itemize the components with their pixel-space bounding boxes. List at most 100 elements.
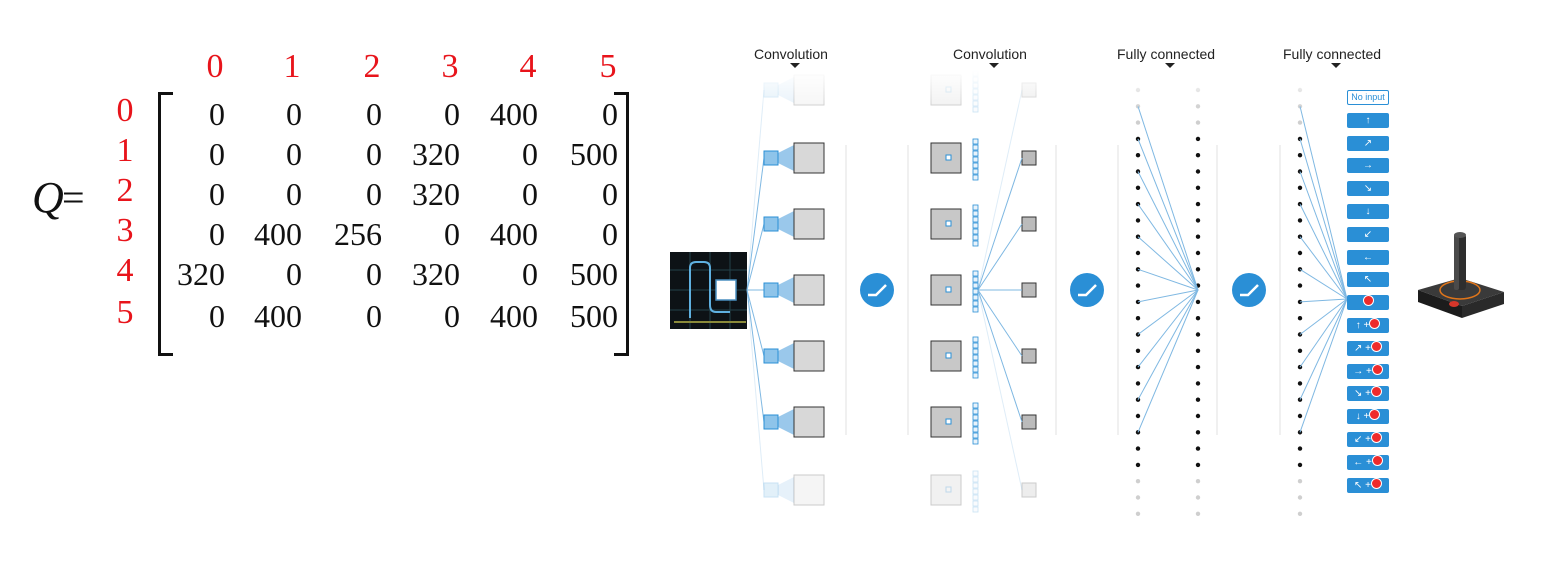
connection-line: [1299, 203, 1348, 300]
action-button[interactable]: ←: [1347, 249, 1389, 265]
connection-line: [1299, 298, 1348, 400]
neuron-dot: [1195, 169, 1201, 174]
action-button[interactable]: ← +: [1347, 454, 1389, 470]
action-button[interactable]: ↗ +: [1347, 340, 1389, 356]
filter-stack: [972, 494, 979, 501]
neuron-dot: [1135, 348, 1141, 353]
neuron-dot: [1195, 348, 1201, 353]
column-index: 3: [441, 48, 459, 85]
filter-stack: [972, 366, 979, 373]
column-index: 2: [363, 48, 381, 85]
action-button[interactable]: ↖ +: [1347, 477, 1389, 493]
action-label: ↖: [1363, 274, 1373, 286]
action-button[interactable]: ↙: [1347, 226, 1389, 242]
neuron-dot: [1297, 120, 1303, 125]
action-button[interactable]: ↗: [1347, 135, 1389, 151]
feature-map: [793, 406, 825, 438]
filter-stack: [972, 156, 979, 163]
filter-stack: [972, 138, 979, 145]
kernel-projection: [778, 477, 794, 503]
conv-output: [1021, 82, 1037, 98]
neuron-dot: [1297, 462, 1303, 468]
row-index: 1: [116, 132, 134, 169]
action-button[interactable]: ↖: [1347, 272, 1389, 288]
matrix-cell: 400: [490, 96, 538, 132]
neuron-dot: [1195, 234, 1201, 239]
filter-stack: [972, 426, 979, 433]
kernel-square: [945, 418, 952, 425]
action-button[interactable]: ↓: [1347, 204, 1389, 219]
matrix-cell: 0: [602, 216, 618, 252]
fire-button-icon: [1369, 318, 1381, 329]
neuron-dot: [1195, 136, 1201, 142]
matrix-cell: 0: [286, 96, 302, 132]
action-label: ↘: [1363, 183, 1373, 195]
filter-stack: [972, 234, 979, 241]
neuron-dot: [1195, 201, 1201, 207]
matrix-cell: 500: [570, 136, 618, 172]
filter-stack: [972, 360, 979, 367]
column-index: 1: [283, 48, 301, 85]
connection-line: [1137, 289, 1199, 433]
action-label: ↗ +: [1354, 342, 1371, 354]
neuron-dot: [1195, 479, 1201, 484]
feature-map: [793, 274, 825, 306]
kernel-square: [945, 486, 952, 493]
connection-line: [1299, 106, 1348, 300]
connection-line: [1299, 298, 1348, 368]
filter-stack: [972, 470, 979, 477]
fire-button-icon: [1371, 477, 1382, 489]
column-index: 4: [519, 48, 537, 85]
action-label: ↙ +: [1354, 434, 1371, 445]
conv-output: [1021, 348, 1037, 364]
action-button[interactable]: ↑ +: [1347, 318, 1389, 333]
action-button[interactable]: ↓ +: [1347, 409, 1389, 425]
matrix-cell: 0: [444, 298, 460, 334]
filter-stack: [972, 94, 979, 101]
action-button[interactable]: No input: [1347, 90, 1389, 105]
action-label: → +: [1353, 365, 1372, 377]
filter-stack: [972, 88, 979, 95]
filter-stack: [972, 82, 979, 89]
matrix-cell: 320: [177, 256, 225, 292]
matrix-cell: 256: [334, 216, 382, 252]
right-bracket: [614, 92, 629, 356]
action-button[interactable]: ↘: [1347, 181, 1389, 197]
kernel-projection: [778, 145, 794, 171]
filter-stack: [972, 204, 979, 211]
matrix-cell: 0: [366, 96, 382, 132]
filter-stack: [972, 420, 979, 427]
filter-stack: [972, 270, 979, 277]
action-button[interactable]: ↙ +: [1347, 432, 1389, 447]
filter-stack: [972, 294, 979, 301]
action-button[interactable]: ↑: [1347, 112, 1389, 128]
filter-stack: [972, 402, 979, 409]
neuron-dot: [1297, 316, 1303, 321]
neuron-dot: [1135, 381, 1141, 386]
connection-line: [1137, 203, 1199, 291]
action-button[interactable]: [1347, 295, 1389, 311]
filter-stack: [972, 222, 979, 229]
row-index: 4: [116, 252, 134, 289]
matrix-cell: 0: [209, 96, 225, 132]
matrix-cell: 0: [444, 216, 460, 252]
matrix-cell: 500: [570, 298, 618, 334]
action-button[interactable]: →: [1347, 158, 1389, 174]
neuron-dot: [1297, 283, 1303, 288]
neuron-dot: [1297, 87, 1303, 93]
filter-stack: [972, 500, 979, 507]
left-bracket: [158, 92, 173, 356]
filter-stack: [972, 488, 979, 495]
filter-stack: [972, 336, 979, 343]
network-graphic: [670, 70, 1504, 516]
connection-line: [1137, 289, 1199, 400]
filter-stack: [972, 482, 979, 489]
matrix-cell: 0: [209, 216, 225, 252]
neuron-dot: [1195, 397, 1201, 402]
matrix-cell: 0: [209, 176, 225, 212]
action-button[interactable]: → +: [1347, 363, 1389, 379]
action-button[interactable]: ↘ +: [1347, 386, 1389, 402]
neuron-dot: [1135, 479, 1141, 484]
connection-line: [1299, 138, 1348, 300]
connection-line: [746, 157, 765, 291]
